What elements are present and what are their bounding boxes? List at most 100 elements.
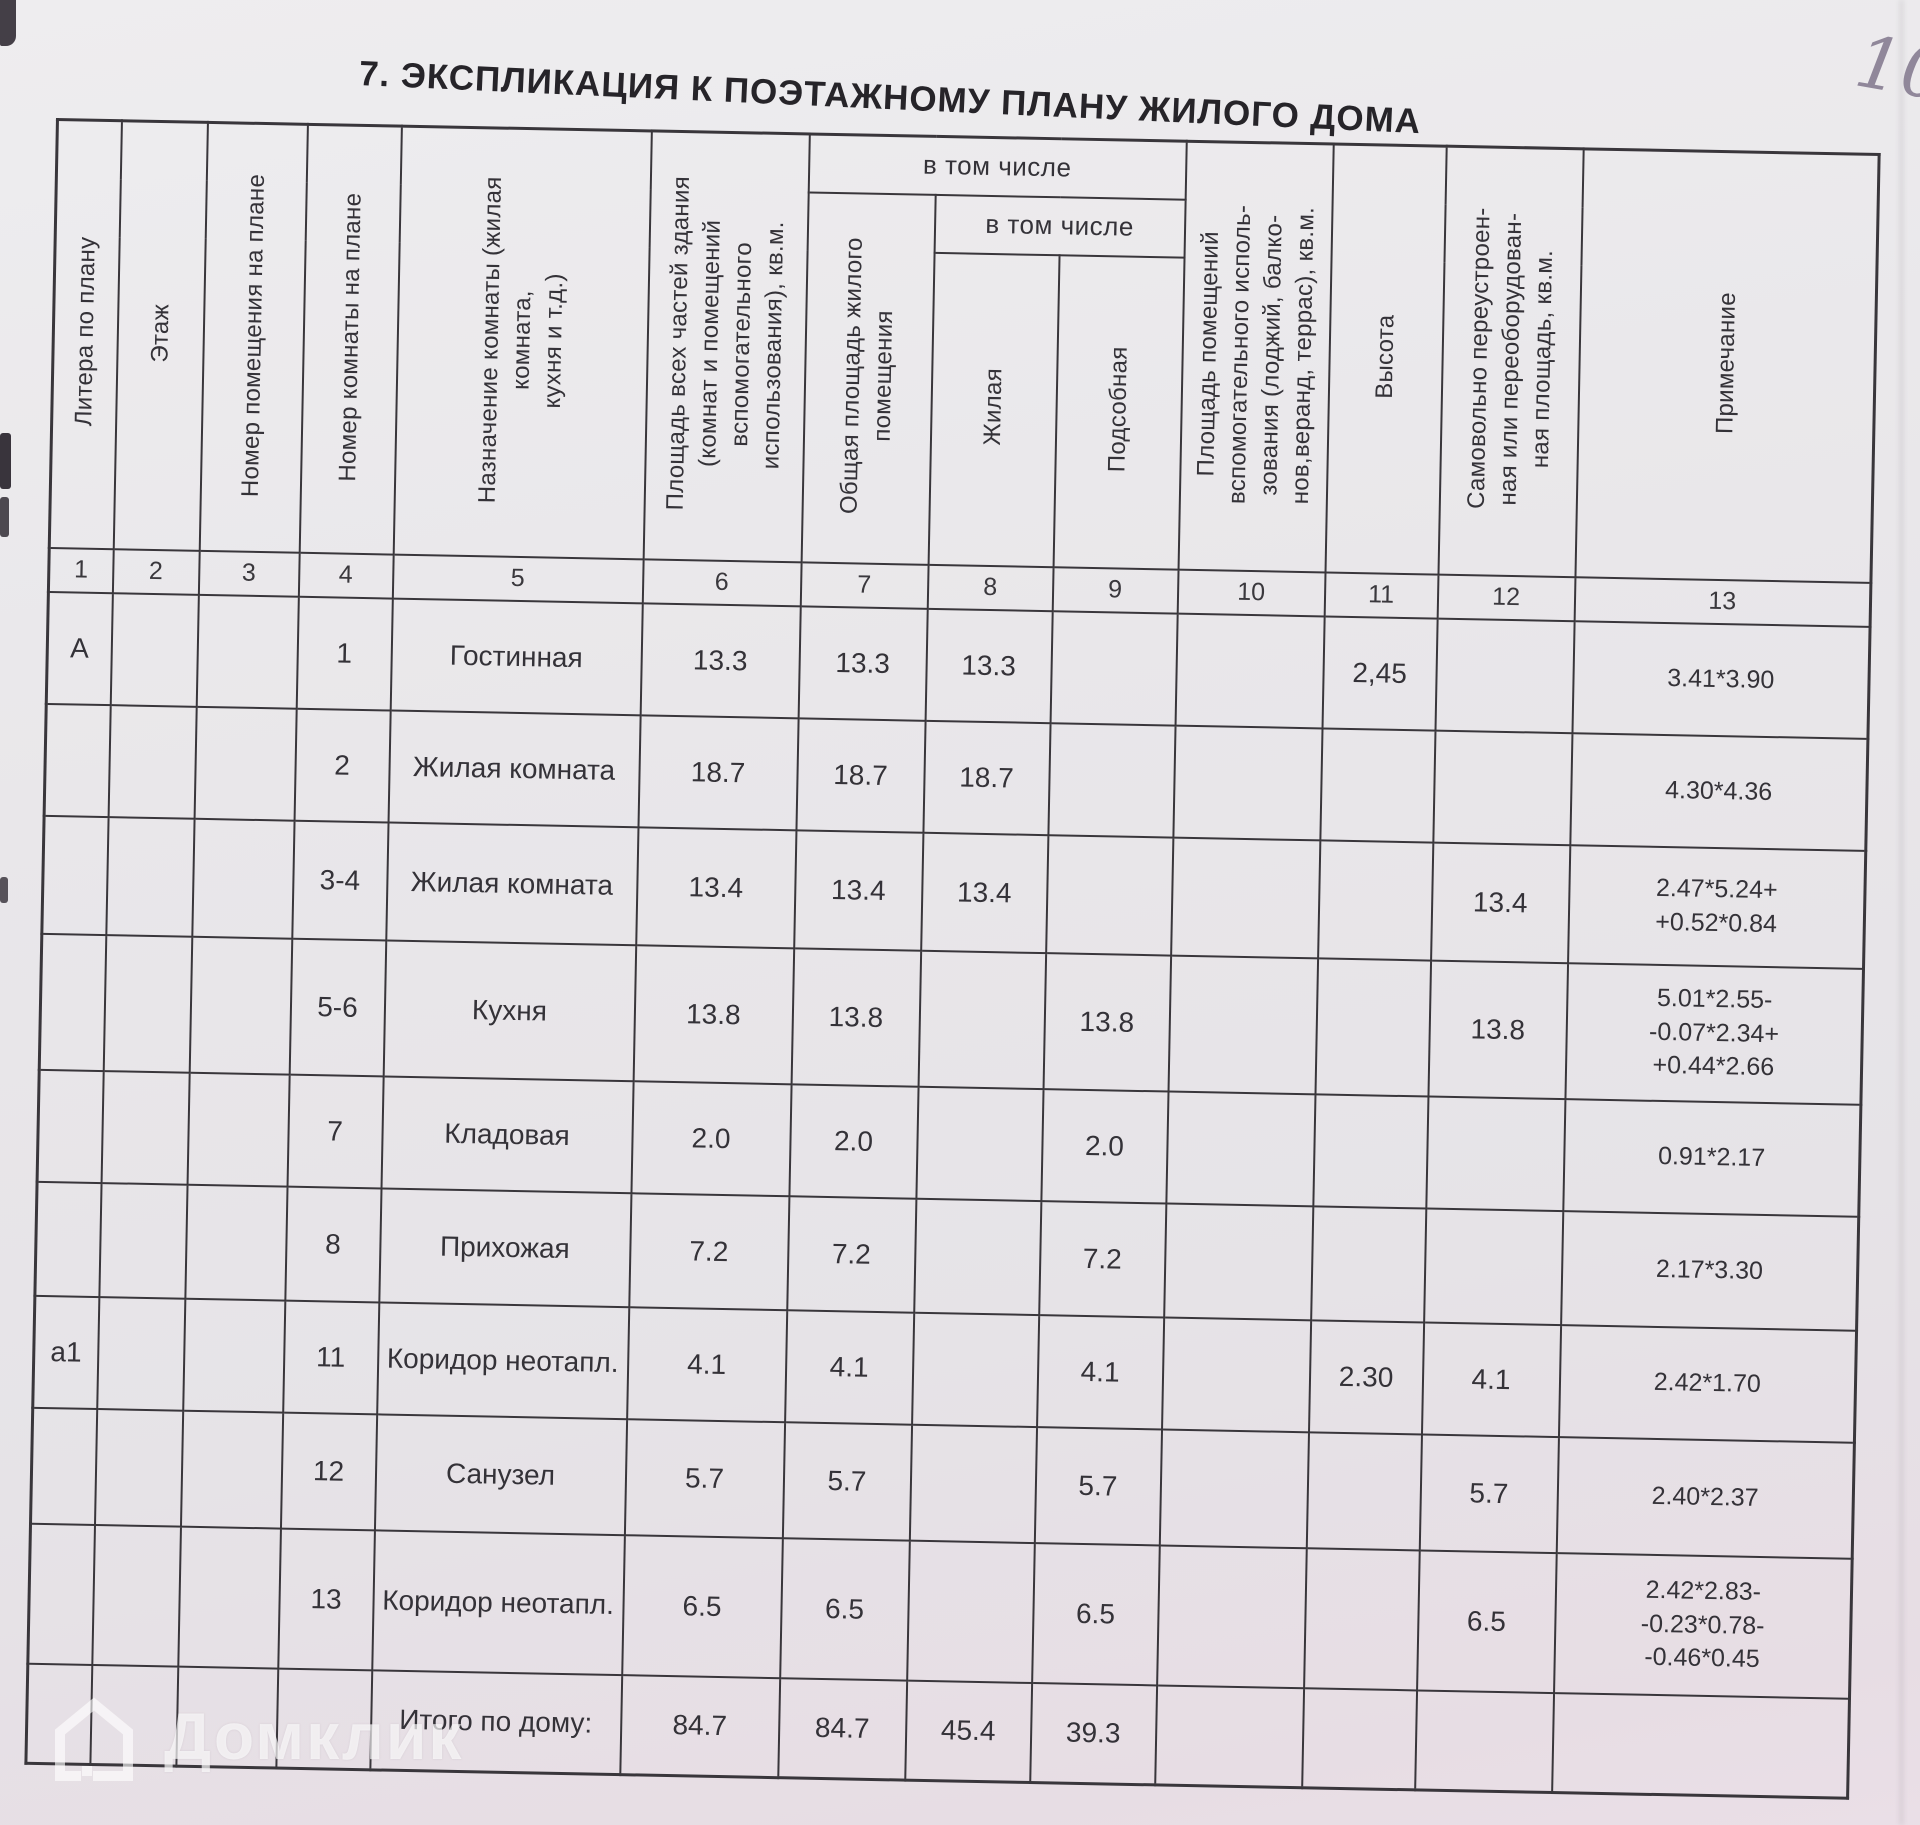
column-header-total-area-label: Площадь всех частей здания (комнат и пом… [661,175,790,511]
cell-purpose: Кухня [383,939,636,1081]
cell-floor [101,1070,190,1185]
column-number: 13 [1574,576,1871,627]
cell-room-no: 7 [287,1074,384,1188]
cell-total-area: 13.3 [640,602,801,718]
cell-floor [108,704,197,819]
cell-litera [44,703,111,817]
column-number: 10 [1177,569,1326,616]
cell-room-no: 8 [284,1186,382,1302]
cell-total-area: 4.1 [626,1306,787,1422]
cell-total-area: 2.0 [630,1080,792,1196]
cell-note: 2.42*1.70 [1558,1324,1857,1443]
cell-height [1312,1093,1429,1208]
column-header-floor: Этаж [113,120,208,551]
cell-purpose: Прихожая [378,1187,631,1307]
cell-premise-no [184,1184,288,1301]
cell-living: 13.4 [920,832,1048,953]
cell-total-area: 6.5 [621,1534,783,1678]
column-number: 11 [1324,571,1439,619]
explication-table: Литера по плану Этаж Номер помещения на … [24,118,1881,1800]
watermark: Домклик [46,1688,463,1784]
cell-note: 5.01*2.55- -0.07*2.34+ +0.44*2.66 [1564,962,1864,1105]
cell-total-area: 13.4 [635,826,796,948]
cell-common-area: 18.7 [795,717,926,833]
cell-height [1315,957,1431,1097]
total-living: 45.4 [904,1680,1032,1783]
cell-purpose: Гостинная [390,598,643,715]
cell-litera [39,933,106,1071]
cell-common-area: 5.7 [782,1421,912,1541]
cell-floor [103,934,192,1073]
cell-litera [27,1523,95,1665]
cell-height: 2.30 [1308,1319,1424,1434]
cell-rebuilt [1423,1207,1563,1325]
cell-rebuilt [1425,1096,1565,1211]
cell-room-no: 13 [277,1528,375,1670]
column-header-floor-label: Этаж [145,303,175,363]
cell-aux-area [1175,613,1325,728]
cell-height [1301,1687,1417,1790]
column-header-purpose-label: Назначение комнаты (жилая комната, кухня… [473,175,569,504]
cell-living [906,1540,1035,1683]
column-number: 9 [1052,566,1179,614]
cell-common-area: 6.5 [779,1537,910,1681]
cell-litera [34,1181,102,1297]
cell-living [918,950,1046,1089]
cell-height [1319,727,1436,843]
column-header-height: Высота [1325,144,1447,575]
cell-floor [105,816,195,937]
column-header-utility-label: Подсобная [1103,346,1133,473]
cell-total-area: 7.2 [628,1192,789,1310]
column-header-litera-label: Литера по плану [69,236,101,427]
cell-common-area: 13.8 [791,947,921,1087]
cell-purpose: Жилая комната [385,822,639,945]
cell-note: 4.30*4.36 [1569,732,1868,851]
cell-height: 2,45 [1322,615,1438,731]
total-area: 84.7 [619,1674,780,1778]
column-number: 3 [198,550,300,597]
cell-rebuilt: 6.5 [1416,1549,1557,1693]
column-header-premise-no: Номер помещения на плане [199,122,308,553]
cell-utility: 6.5 [1031,1542,1160,1685]
cell-utility: 2.0 [1040,1088,1169,1204]
total-utility: 39.3 [1029,1682,1157,1785]
cell-room-no: 12 [280,1412,377,1530]
cell-aux-area [1170,837,1320,958]
cell-aux-area [1156,1544,1307,1688]
column-header-purpose: Назначение комнаты (жилая комната, кухня… [393,126,652,559]
cell-rebuilt: 4.1 [1421,1321,1561,1437]
column-header-utility: Подсобная [1053,254,1185,570]
cell-purpose: Санузел [374,1413,627,1535]
cell-height [1303,1547,1420,1690]
column-header-room-no: Номер комнаты на плане [299,124,402,555]
cell-litera: а1 [32,1295,99,1409]
cell-rebuilt: 13.8 [1428,960,1568,1099]
cell-common-area: 13.4 [793,829,923,951]
cell-total-area: 18.7 [638,714,799,830]
cell-height [1310,1205,1426,1322]
column-header-living-label: Жилая [979,368,1008,447]
column-number: 6 [642,558,802,606]
cell-common-area: 13.3 [798,605,928,721]
cell-room-no: 11 [282,1300,379,1414]
column-header-aux-area-label: Площадь помещений вспомогательного испол… [1192,204,1320,505]
cell-purpose: Жилая комната [388,710,641,827]
column-header-premise-no-label: Номер помещения на плане [236,173,270,497]
group-header-in-total-2: в том числе [934,194,1186,258]
scan-artifact [0,497,9,537]
group-header-in-total-1: в том числе [808,133,1187,200]
cell-living [915,1086,1044,1201]
cell-litera: А [46,591,113,705]
scan-artifact [0,877,8,903]
cell-utility: 7.2 [1038,1200,1166,1317]
column-header-common-area: Общая площадь жилого помещения [801,191,936,565]
cell-floor [91,1524,181,1667]
column-header-note-label: Примечание [1711,292,1742,435]
cell-litera [41,815,109,935]
cell-note: 3.41*3.90 [1572,620,1871,739]
cell-note: 2.40*2.37 [1556,1436,1855,1559]
cell-litera [37,1069,104,1183]
cell-total-area: 13.8 [633,944,794,1084]
cell-utility [1045,834,1173,956]
